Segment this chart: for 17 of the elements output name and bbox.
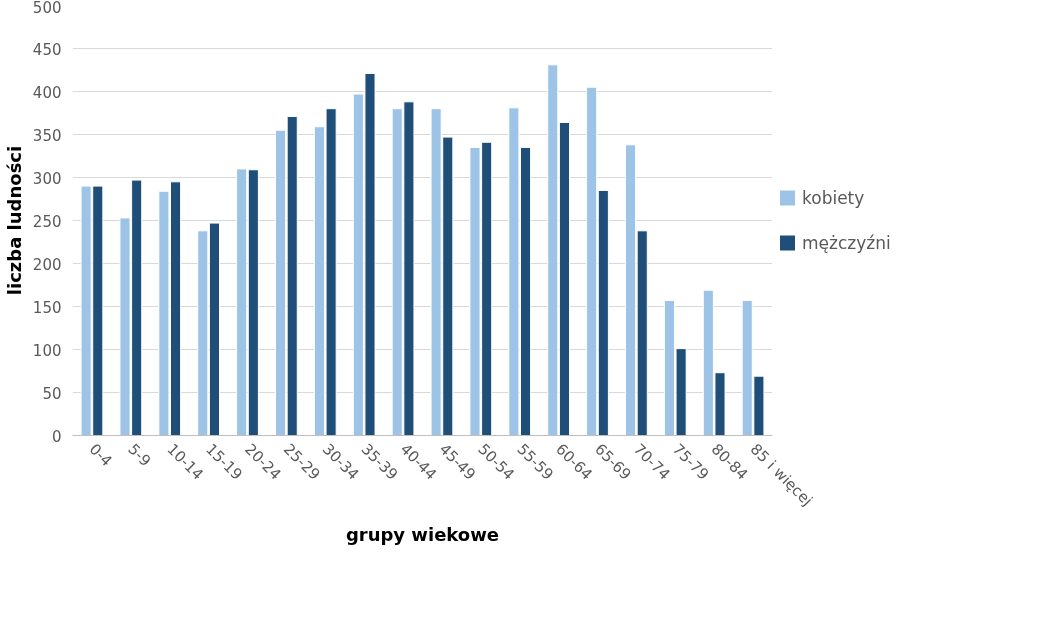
y-axis-title: liczba ludności [3,145,25,296]
legend-label: kobiety [802,187,865,208]
y-tick-label: 50 [42,384,62,403]
y-tick-label: 0 [51,427,62,446]
y-tick-label: 500 [32,0,62,17]
y-tick-label: 200 [32,255,62,274]
y-tick-label: 350 [32,126,62,145]
y-tick-label: 100 [32,341,62,360]
x-axis-title: grupy wiekowe [345,523,500,545]
x-tick-label: 5-9 [124,440,155,471]
y-tick-label: 300 [32,169,62,188]
x-tick-label: 0-4 [85,440,116,471]
y-tick-label: 400 [32,83,62,102]
y-tick-label: 450 [32,40,62,59]
legend-label: mężczyźni [802,232,891,253]
y-tick-label: 250 [32,212,62,231]
y-tick-label: 150 [32,298,62,317]
